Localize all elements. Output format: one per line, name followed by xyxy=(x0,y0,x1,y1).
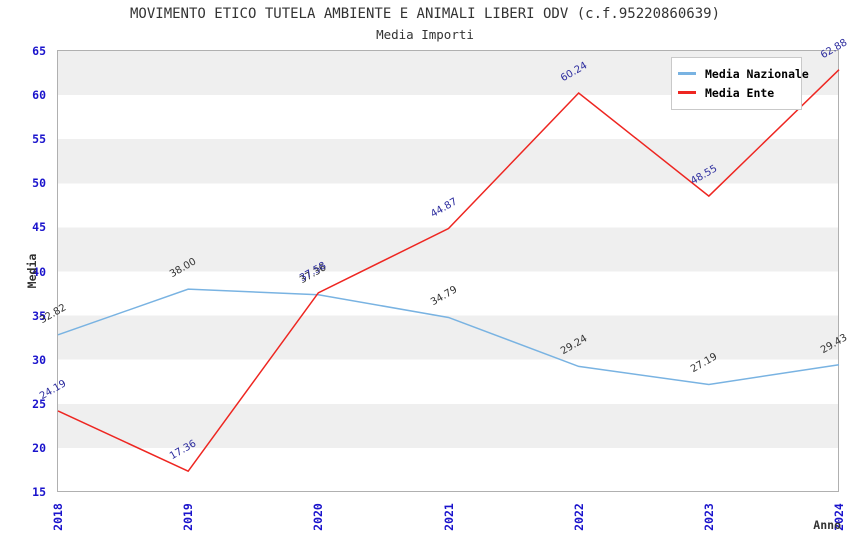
legend-label-media-nazionale: Media Nazionale xyxy=(705,66,809,81)
chart-title: MOVIMENTO ETICO TUTELA AMBIENTE E ANIMAL… xyxy=(129,6,720,22)
y-tick-label: 35 xyxy=(32,308,46,323)
y-tick-label: 40 xyxy=(32,264,46,279)
chart-subtitle: Media Importi xyxy=(376,27,474,42)
y-tick-label: 55 xyxy=(32,132,46,147)
legend-label-media-ente: Media Ente xyxy=(705,85,775,100)
y-tick-label: 30 xyxy=(32,352,46,367)
x-tick-label: 2021 xyxy=(441,503,456,531)
legend-swatch-media-ente-icon xyxy=(678,91,696,94)
x-axis-title: Anno xyxy=(813,518,841,532)
y-tick-label: 65 xyxy=(32,44,46,58)
x-tick-label: 2018 xyxy=(51,503,65,531)
y-axis-title: Media xyxy=(25,253,39,289)
x-tick-label: 2023 xyxy=(701,503,716,531)
legend-item-media-ente: Media Ente xyxy=(678,83,793,102)
x-tick-label: 2020 xyxy=(311,503,326,531)
y-tick-label: 15 xyxy=(32,485,46,499)
legend-swatch-media-nazionale-icon xyxy=(678,72,696,75)
legend-item-media-nazionale: Media Nazionale xyxy=(678,64,809,83)
y-tick-label: 20 xyxy=(32,440,46,455)
y-tick-label: 25 xyxy=(32,396,46,411)
x-tick-label: 2019 xyxy=(181,503,196,531)
legend: Media Nazionale Media Ente xyxy=(671,57,809,110)
x-tick-label: 2022 xyxy=(571,503,586,531)
y-tick-label: 50 xyxy=(32,176,46,191)
y-tick-label: 45 xyxy=(32,220,46,235)
y-tick-label: 60 xyxy=(32,88,46,103)
